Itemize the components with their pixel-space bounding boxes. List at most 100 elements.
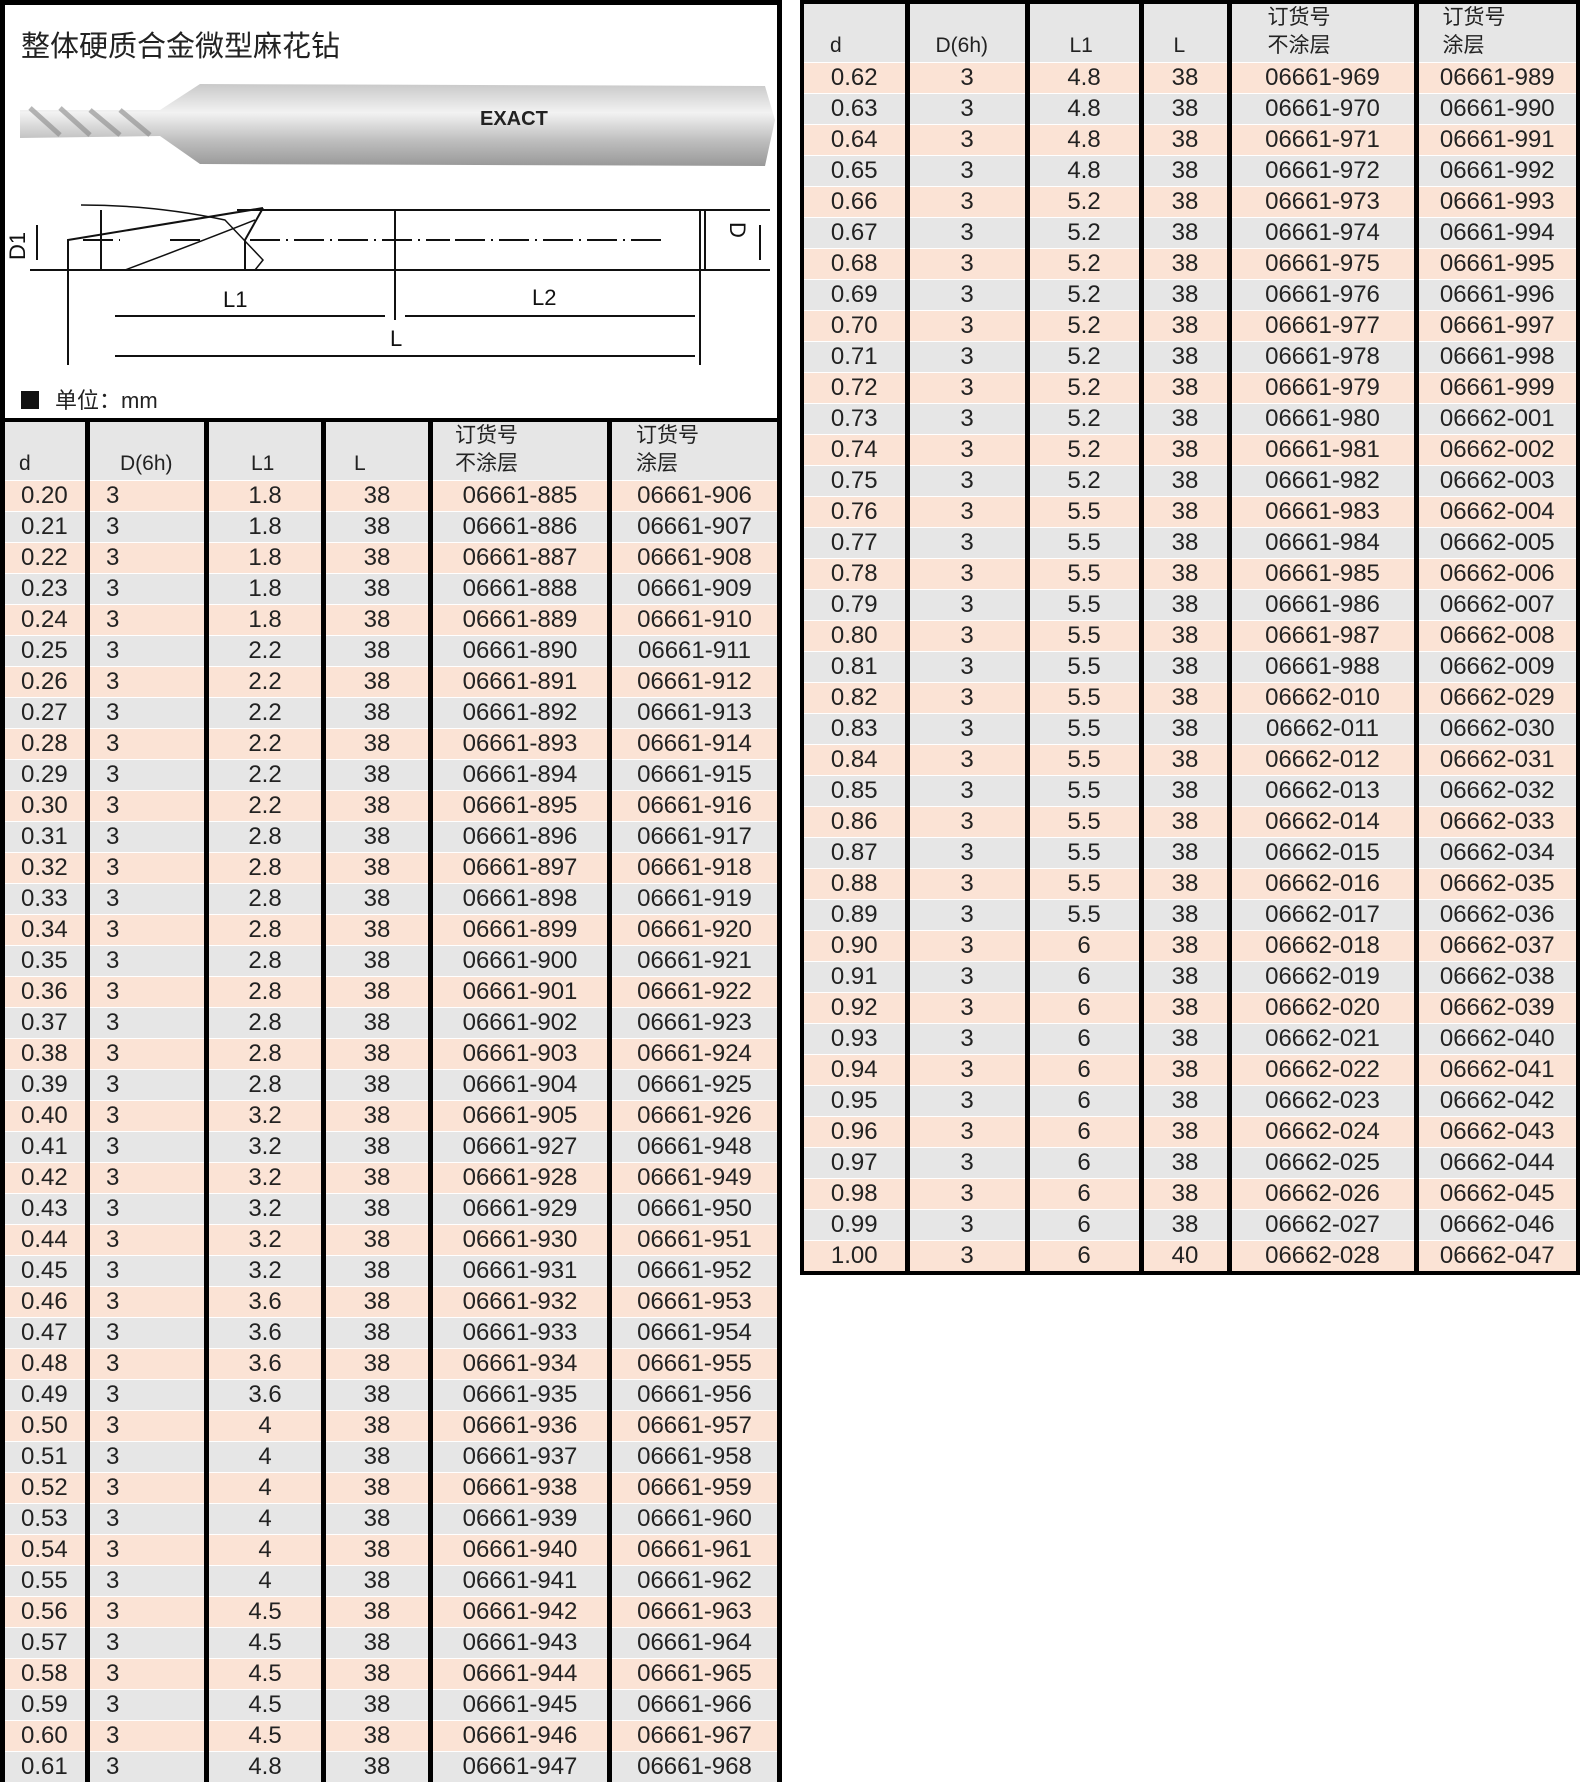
drill-dimension-diagram: D1 D L1 L2 L [5,200,785,375]
cell-coated-code: 06662-043 [1416,1117,1578,1148]
header-d: d [3,420,88,481]
cell-d: 0.98 [802,1179,907,1210]
cell-uncoated-code: 06661-905 [431,1101,610,1132]
cell-D: 3 [88,1132,207,1163]
cell-L: 38 [324,1473,431,1504]
cell-L1: 1.8 [207,543,324,574]
cell-coated-code: 06661-961 [610,1535,780,1566]
cell-D: 3 [88,1101,207,1132]
cell-L: 38 [1141,807,1229,838]
cell-coated-code: 06661-926 [610,1101,780,1132]
cell-uncoated-code: 06661-970 [1229,94,1416,125]
cell-L: 38 [1141,404,1229,435]
cell-d: 0.29 [3,760,88,791]
cell-L1: 5.2 [1027,342,1141,373]
cell-L: 38 [1141,466,1229,497]
cell-uncoated-code: 06661-898 [431,884,610,915]
cell-uncoated-code: 06661-943 [431,1628,610,1659]
cell-coated-code: 06661-991 [1416,125,1578,156]
cell-D: 3 [88,698,207,729]
cell-L1: 5.5 [1027,714,1141,745]
cell-uncoated-code: 06661-887 [431,543,610,574]
cell-coated-code: 06661-925 [610,1070,780,1101]
cell-D: 3 [88,1287,207,1318]
cell-d: 0.37 [3,1008,88,1039]
cell-L1: 4.8 [1027,125,1141,156]
cell-L: 38 [324,481,431,512]
cell-D: 3 [907,993,1027,1024]
cell-D: 3 [907,125,1027,156]
cell-d: 0.41 [3,1132,88,1163]
cell-d: 0.63 [802,94,907,125]
cell-L: 38 [1141,125,1229,156]
cell-D: 3 [907,869,1027,900]
cell-L1: 4.5 [207,1659,324,1690]
cell-D: 3 [88,791,207,822]
cell-L: 38 [1141,342,1229,373]
cell-D: 3 [907,621,1027,652]
cell-D: 3 [907,559,1027,590]
cell-coated-code: 06661-994 [1416,218,1578,249]
cell-L1: 4 [207,1473,324,1504]
cell-uncoated-code: 06661-939 [431,1504,610,1535]
cell-L1: 6 [1027,931,1141,962]
cell-L: 38 [324,605,431,636]
cell-d: 0.64 [802,125,907,156]
cell-D: 3 [907,1117,1027,1148]
cell-D: 3 [907,497,1027,528]
cell-d: 0.97 [802,1148,907,1179]
cell-L1: 4 [207,1442,324,1473]
cell-uncoated-code: 06661-894 [431,760,610,791]
cell-uncoated-code: 06661-891 [431,667,610,698]
cell-d: 0.99 [802,1210,907,1241]
cell-D: 3 [88,543,207,574]
cell-coated-code: 06661-923 [610,1008,780,1039]
cell-L1: 5.2 [1027,280,1141,311]
cell-L: 38 [1141,683,1229,714]
cell-D: 3 [88,1008,207,1039]
cell-D: 3 [88,729,207,760]
cell-coated-code: 06661-906 [610,481,780,512]
cell-coated-code: 06661-964 [610,1628,780,1659]
cell-D: 3 [907,1024,1027,1055]
cell-d: 0.22 [3,543,88,574]
cell-uncoated-code: 06662-020 [1229,993,1416,1024]
cell-d: 0.74 [802,435,907,466]
cell-L: 38 [324,1504,431,1535]
cell-coated-code: 06662-009 [1416,652,1578,683]
product-title: 整体硬质合金微型麻花钻 [21,23,340,65]
cell-D: 3 [88,1411,207,1442]
cell-uncoated-code: 06661-901 [431,977,610,1008]
cell-L1: 4.5 [207,1721,324,1752]
cell-L: 38 [324,1411,431,1442]
cell-D: 3 [907,1241,1027,1274]
cell-d: 0.95 [802,1086,907,1117]
cell-uncoated-code: 06661-973 [1229,187,1416,218]
cell-L1: 3.2 [207,1194,324,1225]
cell-coated-code: 06662-007 [1416,590,1578,621]
cell-d: 0.28 [3,729,88,760]
cell-L1: 5.5 [1027,838,1141,869]
cell-d: 0.75 [802,466,907,497]
cell-d: 0.73 [802,404,907,435]
cell-D: 3 [907,404,1027,435]
cell-L1: 5.2 [1027,466,1141,497]
cell-L1: 2.2 [207,791,324,822]
cell-L: 38 [1141,590,1229,621]
cell-uncoated-code: 06662-026 [1229,1179,1416,1210]
cell-uncoated-code: 06661-947 [431,1752,610,1782]
cell-L: 38 [1141,1117,1229,1148]
cell-d: 0.89 [802,900,907,931]
cell-L: 38 [324,1163,431,1194]
